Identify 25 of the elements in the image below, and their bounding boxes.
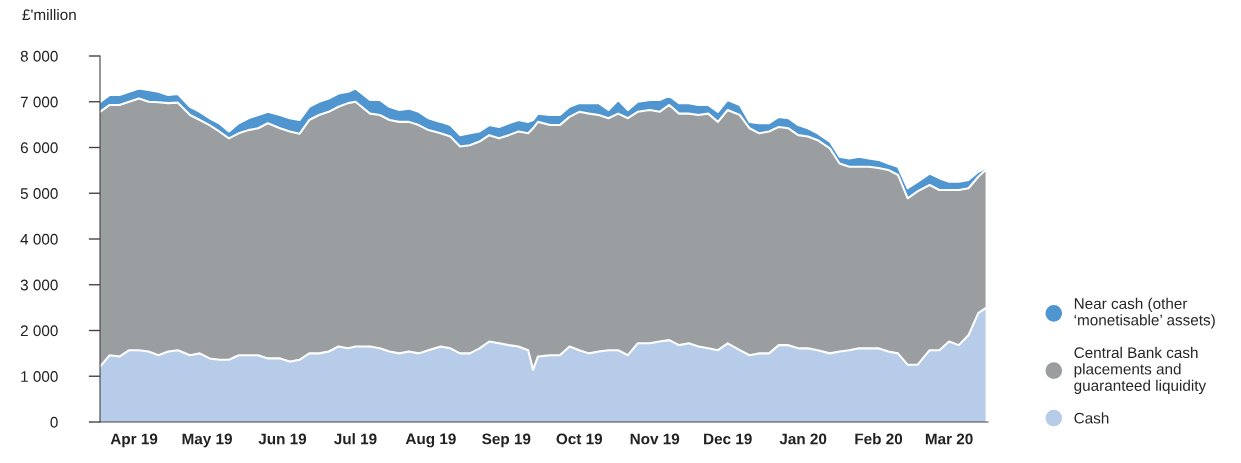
x-tick-label: Aug 19: [405, 433, 456, 448]
y-tick-label: 8 000: [20, 50, 58, 62]
x-tick-label: Dec 19: [704, 433, 752, 445]
x-tick-label: Jun 19: [258, 433, 307, 445]
y-tick-label: 6 000: [20, 142, 58, 154]
x-tick-label: Jul 19: [334, 433, 377, 445]
x-tick-label: Apr 19: [110, 433, 158, 448]
y-tick-label: 0: [50, 416, 58, 428]
x-tick-label: Mar 20: [925, 433, 973, 445]
x-tick-label: Feb 20: [855, 433, 903, 445]
x-tick-label: Jan 20: [779, 433, 827, 445]
y-tick-label: 4 000: [20, 233, 58, 245]
y-tick-label: 2 000: [20, 325, 58, 337]
y-tick-label: 3 000: [20, 279, 58, 291]
legend-label: Cash: [1074, 412, 1109, 424]
y-tick-label: 5 000: [20, 188, 58, 199]
x-tick-label: Oct 19: [556, 433, 603, 445]
y-tick-label: 1 000: [21, 371, 58, 382]
legend-label: Near cash (other ‘monetisable’ assets): [1074, 297, 1215, 329]
x-tick-label: Sep 19: [482, 433, 531, 448]
legend-label: Central Bank cash placements and guaranteed liquidity: [1074, 346, 1207, 394]
y-tick-label: 7 000: [20, 96, 58, 108]
x-tick-label: Nov 19: [630, 433, 680, 445]
y-axis-title: £'million: [22, 8, 76, 21]
x-tick-label: May 19: [182, 433, 232, 448]
